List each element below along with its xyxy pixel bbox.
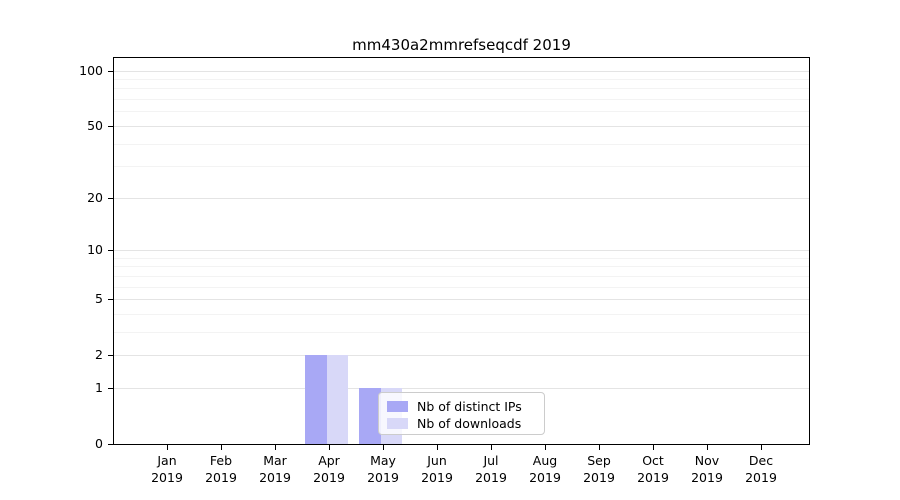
x-tick-label: Jul 2019 <box>475 453 507 485</box>
y-gridline <box>114 125 809 127</box>
x-tick-mark <box>275 445 276 450</box>
y-tick-label: 5 <box>95 291 103 306</box>
plot-area: 0 1 2 5 10 20 50 100 Jan 2019 Feb 2019 Mar 2019 Apr… <box>79 57 810 485</box>
x-tick-mark <box>491 445 492 450</box>
y-tick-mark <box>108 444 113 445</box>
y-minor-gridline <box>114 88 809 90</box>
x-tick-label: Dec 2019 <box>745 453 777 485</box>
y-tick-label: 0 <box>95 436 103 451</box>
legend-label: Nb of downloads <box>417 416 522 431</box>
x-tick-label: May 2019 <box>367 453 399 485</box>
x-tick-mark <box>653 445 654 450</box>
x-tick-label: Jun 2019 <box>421 453 453 485</box>
y-tick-label: 50 <box>87 117 103 133</box>
y-tick-mark <box>108 355 113 357</box>
y-tick-mark <box>108 299 113 300</box>
y-gridline <box>114 250 809 251</box>
x-tick-mark <box>329 445 330 450</box>
bar-nb-of-distinct-ips <box>359 387 381 445</box>
y-minor-gridline <box>114 143 809 145</box>
bar-nb-of-distinct-ips <box>305 355 327 445</box>
y-tick-mark <box>108 197 113 199</box>
y-tick-label: 2 <box>95 347 103 363</box>
x-tick-mark <box>167 445 168 450</box>
y-minor-gridline <box>114 99 809 101</box>
x-tick-mark <box>707 445 708 450</box>
legend-row: Nb of downloads <box>387 415 536 432</box>
y-gridline <box>114 299 809 300</box>
x-tick-label: Sep 2019 <box>583 453 615 485</box>
y-minor-gridline <box>114 266 809 268</box>
bar-nb-of-downloads <box>327 355 348 445</box>
x-tick-label: Apr 2019 <box>313 453 345 485</box>
x-tick-mark <box>383 445 384 450</box>
y-minor-gridline <box>114 331 809 333</box>
x-tick-mark <box>221 445 222 450</box>
y-minor-gridline <box>114 166 809 168</box>
legend-swatch <box>387 418 408 429</box>
y-tick-label: 1 <box>95 379 103 395</box>
x-tick-label: Jan 2019 <box>151 453 183 485</box>
x-tick-label: Feb 2019 <box>205 453 237 485</box>
chart-title: mm430a2mmrefseqcdf 2019 <box>352 36 571 54</box>
y-gridline <box>114 197 809 199</box>
y-tick-mark <box>108 387 113 389</box>
y-gridline <box>114 387 809 389</box>
legend-swatch <box>387 401 408 412</box>
y-tick-mark <box>108 125 113 127</box>
y-minor-gridline <box>114 257 809 259</box>
y-minor-gridline <box>114 275 809 277</box>
y-tick-label: 20 <box>87 189 103 205</box>
y-gridline <box>114 355 809 357</box>
y-gridline <box>114 70 809 72</box>
legend-row: Nb of distinct IPs <box>387 398 536 415</box>
x-tick-mark <box>761 445 762 450</box>
x-tick-label: Oct 2019 <box>637 453 669 485</box>
x-tick-label: Aug 2019 <box>529 453 561 485</box>
y-minor-gridline <box>114 286 809 288</box>
legend: Nb of distinct IPs Nb of downloads <box>378 392 545 435</box>
y-minor-gridline <box>114 111 809 113</box>
y-minor-gridline <box>114 79 809 80</box>
y-tick-label: 10 <box>87 242 103 257</box>
x-tick-label: Nov 2019 <box>691 453 723 485</box>
legend-label: Nb of distinct IPs <box>417 399 522 414</box>
y-tick-label: 100 <box>79 62 103 78</box>
x-tick-mark <box>599 445 600 450</box>
plot-border <box>113 57 810 445</box>
x-tick-label: Mar 2019 <box>259 453 291 485</box>
y-minor-gridline <box>114 313 809 315</box>
y-tick-mark <box>108 250 113 251</box>
y-tick-mark <box>108 70 113 72</box>
x-tick-mark <box>545 445 546 450</box>
x-tick-mark <box>437 445 438 450</box>
